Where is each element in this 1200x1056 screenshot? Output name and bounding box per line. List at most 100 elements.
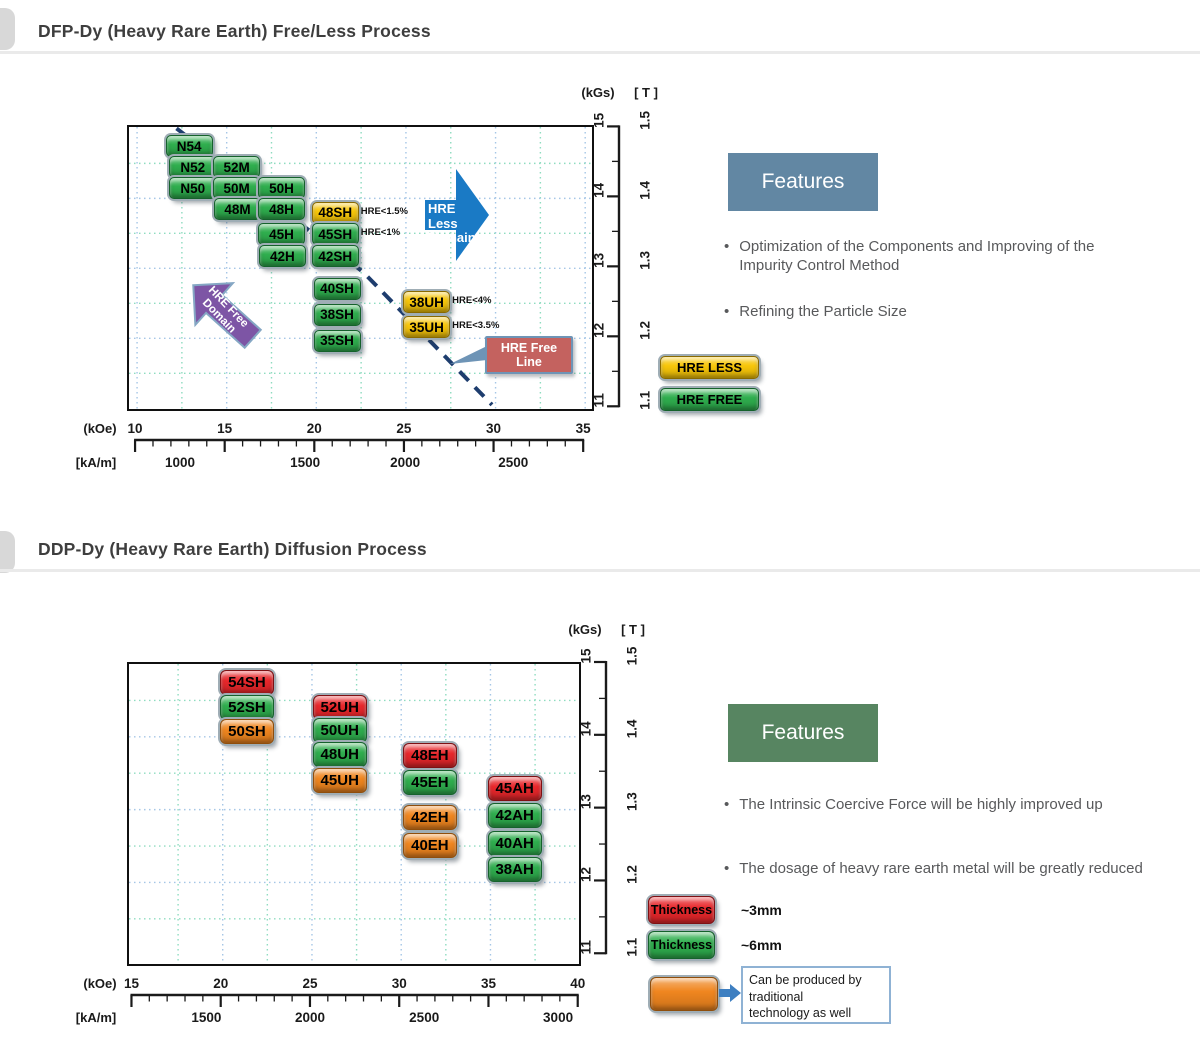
callout-pointer-icon xyxy=(450,346,487,364)
grade-badge-40eh: 40EH xyxy=(402,833,457,859)
note-line: Can be produced by xyxy=(749,973,862,987)
grade-badge-42h: 42H xyxy=(258,245,306,268)
x-tick-label: 20 xyxy=(307,421,322,436)
grade-badge-45ah: 45AH xyxy=(487,775,542,801)
hre-free-domain-label: HRE Free Domain xyxy=(199,284,251,336)
x-tick-label: 15 xyxy=(217,421,233,436)
x-axis-unit-koe: (kOe) xyxy=(83,421,116,436)
bullet-icon: • xyxy=(724,796,730,813)
grade-badge-45h: 45H xyxy=(257,223,305,246)
hre-less-domain-label: HRE Less Domain xyxy=(428,201,476,246)
x-axis-unit-kam: [kA/m] xyxy=(76,1010,116,1025)
y-tick-label-tesla: 1.3 xyxy=(638,250,653,269)
grade-badge-52uh: 52UH xyxy=(312,694,367,720)
feature-bullet: • Refining the Particle Size xyxy=(724,303,1116,322)
chart1-x-axis: 10 15 20 25 30 35 (kOe) 1000 1500 2000 2500 [kA/m] xyxy=(76,421,591,470)
thickness-6mm-value: ~6mm xyxy=(741,937,782,953)
grade-badge-35sh: 35SH xyxy=(313,329,361,352)
grade-badge-n50: N50 xyxy=(169,177,217,200)
feature-text: The Intrinsic Coercive Force will be hig… xyxy=(739,796,1103,813)
grade-badge-48h: 48H xyxy=(257,198,305,221)
grade-badge-42eh: 42EH xyxy=(402,804,457,830)
right-block-arrow-icon xyxy=(425,169,489,261)
y-axis-unit-kgs: (kGs) xyxy=(581,85,614,100)
hre-content-note: HRE<4% xyxy=(452,295,492,307)
y-axis-unit-tesla: [ T ] xyxy=(621,622,645,637)
grade-badge-38uh: 38UH xyxy=(403,291,451,314)
x-tick-label: 20 xyxy=(213,976,228,991)
legend-hre-free-badge: HRE FREE xyxy=(660,388,759,411)
y-tick-label-tesla: 1.1 xyxy=(638,390,653,409)
legend-orange-badge xyxy=(650,977,718,1011)
grade-badge-45uh: 45UH xyxy=(312,767,367,793)
features-header-2: Features xyxy=(728,704,878,762)
hre-less-domain-arrow: HRE Less Domain xyxy=(425,169,489,261)
grade-badge-38ah: 38AH xyxy=(487,857,542,883)
feature-text: The dosage of heavy rare earth metal wil… xyxy=(739,859,1143,877)
y-tick-label-tesla: 1.4 xyxy=(625,719,640,738)
features-list-1: • Optimization of the Components and Imp… xyxy=(724,238,1116,321)
grade-badge-52m: 52M xyxy=(213,156,261,179)
feature-bullet: • The Intrinsic Coercive Force will be h… xyxy=(724,796,1194,815)
hre-free-line-label: HRE Free Line xyxy=(500,340,558,369)
x-tick-label: 30 xyxy=(486,421,501,436)
grade-badge-52sh: 52SH xyxy=(219,694,274,720)
hre-content-note: HRE<3.5% xyxy=(452,320,500,332)
features-heading-label: Features xyxy=(761,170,845,193)
hre-content-note: HRE<1.5% xyxy=(360,205,408,217)
y-tick-label-tesla: 1.2 xyxy=(625,865,640,884)
grade-badge-n54: N54 xyxy=(165,135,213,158)
hre-free-domain-arrow: HRE Free Domain xyxy=(179,268,267,356)
grade-badge-45eh: 45EH xyxy=(402,769,457,795)
x-tick-label-kam: 1000 xyxy=(165,455,195,470)
x-tick-label: 10 xyxy=(128,421,143,436)
chart2-plot-area: 54SH 52SH 50SH 52UH 50UH 48UH 45UH 48EH 45EH 42EH… xyxy=(127,662,581,966)
x-tick-label-kam: 2000 xyxy=(295,1010,325,1025)
grade-badge-48uh: 48UH xyxy=(312,742,367,768)
y-tick-label-tesla: 1.1 xyxy=(625,937,640,956)
features-list-2: • The Intrinsic Coercive Force will be h… xyxy=(724,796,1194,879)
bullet-icon: • xyxy=(724,859,730,877)
section2-tab xyxy=(0,531,15,573)
features-heading-label: Features xyxy=(761,721,845,744)
grade-badge-42sh: 42SH xyxy=(311,245,359,268)
y-axis-unit-kgs: (kGs) xyxy=(568,622,601,637)
section1-tab xyxy=(0,8,15,50)
section1-divider xyxy=(0,51,1200,54)
section1-title: DFP-Dy (Heavy Rare Earth) Free/Less Proc… xyxy=(38,21,431,41)
grade-badge-54sh: 54SH xyxy=(219,669,274,695)
grade-badge-40ah: 40AH xyxy=(487,830,542,856)
x-tick-label-kam: 1500 xyxy=(191,1010,221,1025)
hre-free-line-callout: HRE Free Line xyxy=(450,336,573,374)
grade-badge-40sh: 40SH xyxy=(313,277,361,300)
grade-badge-n52: N52 xyxy=(169,156,217,179)
traditional-technology-note: Can be produced by traditional technolog… xyxy=(741,966,891,1024)
grade-badge-35uh: 35UH xyxy=(403,316,451,339)
y-tick-label-tesla: 1.5 xyxy=(625,646,640,665)
y-tick-label-tesla: 1.2 xyxy=(638,321,653,340)
y-tick-label-tesla: 1.3 xyxy=(625,792,640,811)
section2-divider xyxy=(0,569,1200,572)
note-line: technology as well xyxy=(749,1006,852,1021)
y-tick-label-tesla: 1.5 xyxy=(638,111,653,130)
feature-text: Optimization of the Components and Impro… xyxy=(739,238,1095,274)
x-tick-label-kam: 2000 xyxy=(390,455,420,470)
bullet-icon: • xyxy=(724,302,730,320)
x-tick-label: 25 xyxy=(302,976,318,991)
x-tick-label: 40 xyxy=(570,976,585,991)
legend-thickness-3mm-badge: Thickness xyxy=(648,896,715,924)
x-tick-label: 35 xyxy=(576,421,592,436)
x-tick-label: 25 xyxy=(396,421,412,436)
y-axis-unit-tesla: [ T ] xyxy=(634,85,658,100)
feature-bullet: • The dosage of heavy rare earth metal w… xyxy=(724,860,1194,879)
legend-hre-less-badge: HRE LESS xyxy=(660,356,759,379)
y-tick-label-tesla: 1.4 xyxy=(638,181,653,200)
section2-title: DDP-Dy (Heavy Rare Earth) Diffusion Proc… xyxy=(38,539,427,559)
thickness-3mm-value: ~3mm xyxy=(741,902,782,918)
x-axis-unit-kam: [kA/m] xyxy=(76,455,116,470)
x-tick-label-kam: 3000 xyxy=(543,1010,573,1025)
feature-bullet: • Optimization of the Components and Imp… xyxy=(724,238,1116,276)
legend-thickness-6mm-badge: Thickness xyxy=(648,931,715,959)
hre-content-note: HRE<1% xyxy=(360,227,401,239)
